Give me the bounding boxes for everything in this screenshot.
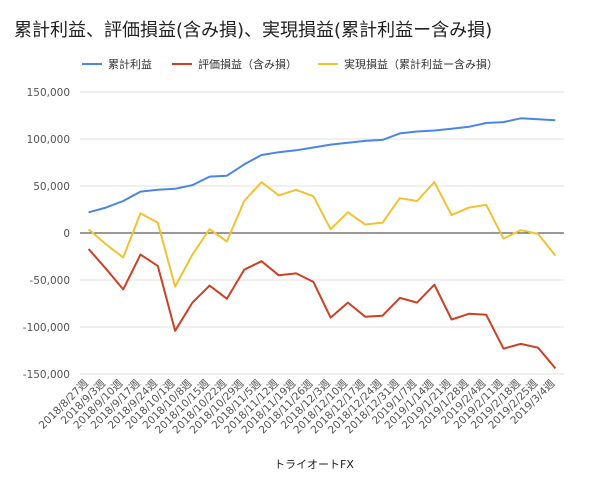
gridlines <box>80 91 564 375</box>
series-line-3 <box>87 181 557 288</box>
y-axis-tick-labels: 150,000 100,000 50,000 0 -50,000 -100,000 -150… <box>23 87 70 381</box>
y-tick-label: 50,000 <box>33 181 70 193</box>
y-tick-label: 0 <box>63 228 70 240</box>
series-line-2 <box>87 248 557 370</box>
y-tick-label: 100,000 <box>27 134 70 146</box>
y-tick-label: -150,000 <box>23 369 70 381</box>
legend-label-3: 実現損益（累計利益ー含み損） <box>344 57 498 71</box>
legend-label-2: 評価損益（含み損） <box>198 57 297 71</box>
series-lines <box>87 117 557 370</box>
series-line-1 <box>88 117 556 214</box>
chart-title: 累計利益、評価損益(含み損)、実現損益(累計利益ー含み損) <box>14 20 493 41</box>
y-tick-label: 150,000 <box>27 87 70 99</box>
y-tick-label: -50,000 <box>29 275 70 287</box>
x-axis-tick-labels: 2018/8/27週2018/9/3週2018/9/10週2018/9/17週2… <box>37 377 558 436</box>
legend-label-1: 累計利益 <box>108 57 152 71</box>
y-tick-label: -100,000 <box>23 322 70 334</box>
x-axis-label: トライオートFX <box>274 458 354 471</box>
legend: 累計利益 評価損益（含み損） 実現損益（累計利益ー含み損） <box>82 57 498 71</box>
